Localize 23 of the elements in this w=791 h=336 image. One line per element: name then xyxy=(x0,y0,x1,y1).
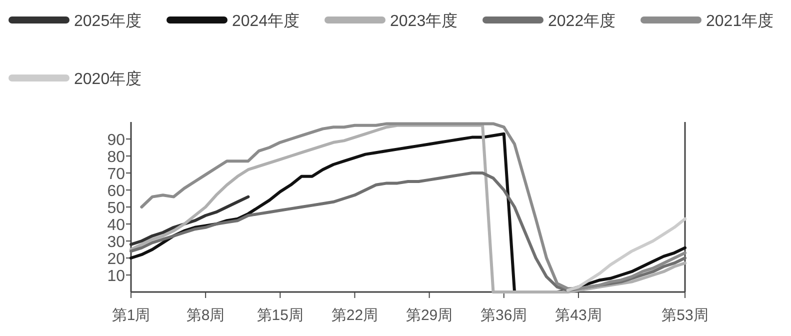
legend-label: 2024年度 xyxy=(232,12,300,30)
y-tick-label: 60 xyxy=(107,183,126,200)
y-tick-label: 30 xyxy=(107,234,126,251)
x-tick-label: 第15周 xyxy=(256,307,304,324)
x-tick-label: 第8周 xyxy=(186,307,225,324)
y-tick-label: 20 xyxy=(107,251,126,268)
legend-label: 2022年度 xyxy=(548,12,616,30)
y-tick-label: 40 xyxy=(107,217,126,234)
x-tick-label: 第1周 xyxy=(112,307,150,324)
x-tick-label: 第29周 xyxy=(406,307,453,324)
x-tick-label: 第53周 xyxy=(662,307,708,324)
legend-label: 2021年度 xyxy=(706,12,774,30)
y-tick-label: 70 xyxy=(107,166,126,183)
legend-label: 2023年度 xyxy=(390,12,458,30)
x-tick-label: 第43周 xyxy=(555,307,602,324)
legend-label: 2020年度 xyxy=(74,70,142,88)
x-tick-label: 第36周 xyxy=(480,307,528,324)
y-tick-label: 10 xyxy=(107,268,126,285)
y-tick-label: 50 xyxy=(107,200,126,217)
legend-label: 2025年度 xyxy=(74,12,142,30)
x-tick-label: 第22周 xyxy=(331,307,378,324)
y-tick-label: 80 xyxy=(107,149,126,166)
y-tick-label: 90 xyxy=(107,132,126,149)
